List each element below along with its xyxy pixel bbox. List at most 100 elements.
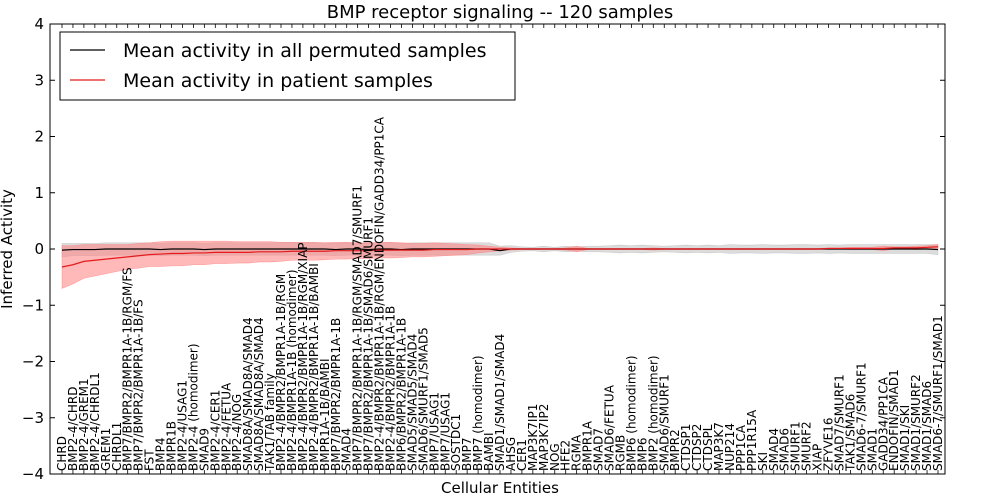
category-label: BMP2-4/BMPR2/BMPR1A-1B/RGM xyxy=(274,274,288,471)
category-label: SMAD6 xyxy=(778,428,792,471)
category-label: CTDSPL xyxy=(701,424,715,471)
category-label: BMP2-4/BMPR2/BMPR1A-1B/BAMBI xyxy=(307,263,321,471)
category-label: SMAD1/SMAD6 xyxy=(920,381,934,471)
category-label: GREM1 xyxy=(99,428,113,471)
category-label: SMAD4 xyxy=(340,428,354,471)
category-label: BMP7/BMPR2/BMPR1A-1B/RGM/FS xyxy=(121,267,135,471)
category-label: BMPR2 xyxy=(668,429,682,471)
category-label: BMP7/USAG1 xyxy=(427,392,441,471)
category-label: BMP2-4/USAG1 xyxy=(175,380,189,471)
y-tick-label: 3 xyxy=(34,71,44,89)
x-axis-ticks xyxy=(61,24,939,474)
category-label: BMP2-4/GREM1 xyxy=(77,378,91,471)
category-label: BMP2-4/CHRDL1 xyxy=(88,372,102,471)
category-label: CER1 xyxy=(515,439,529,471)
category-label: NUP214 xyxy=(723,423,737,471)
category-label: BMPR1A xyxy=(581,420,595,471)
legend-box xyxy=(59,31,516,101)
category-label: XIAP xyxy=(811,444,825,471)
category-label: BMP2-4/FETUA xyxy=(219,382,233,471)
category-label: PPP1R15A xyxy=(745,409,759,471)
y-tick-label: −4 xyxy=(22,465,44,483)
category-label: SMAD8A/SMAD8A/SMAD4 xyxy=(241,317,255,471)
y-tick-label: −1 xyxy=(22,296,44,314)
y-axis: 4 3 2 1 0 −1 −2 −3 −4 xyxy=(22,15,945,483)
category-label: BMP2 (homodimer) xyxy=(646,355,660,471)
legend-label-patient: Mean activity in patient samples xyxy=(123,70,433,92)
series-line-patient xyxy=(61,246,939,268)
category-label: SMAD1 xyxy=(865,428,879,471)
category-label: BMP7 (homodimer) xyxy=(471,355,485,471)
category-label: BMPR1A-1B/BAMBI xyxy=(318,358,332,471)
category-label: FST xyxy=(143,449,157,471)
category-label: RGMB xyxy=(613,435,627,471)
category-label: SMAD6-7/SMURF1 xyxy=(854,362,868,471)
y-tick-label: 2 xyxy=(34,128,44,146)
category-label: BMP7/BMPR2/BMPR1A-1B/SMAD6/SMURF1 xyxy=(362,217,376,471)
category-label: ENDOFIN/SMAD1 xyxy=(887,369,901,471)
category-label: SMAD1/SMAD1/SMAD4 xyxy=(493,334,507,471)
category-label: BMP2-4/BMPR1A-1B (homodimer) xyxy=(285,269,299,471)
category-label: BMP2-4/CER1 xyxy=(208,390,222,471)
category-label: NOG xyxy=(548,443,562,471)
category-label: BMP2-4/NOG xyxy=(230,394,244,471)
category-label: MAP3K7IP1 xyxy=(526,404,540,471)
category-label: AHSG xyxy=(504,437,518,471)
y-tick-label: −3 xyxy=(22,409,44,427)
category-label: SMAD9 xyxy=(197,428,211,471)
category-label: BMP7/BMPR2/BMPR1A-1B/FS xyxy=(132,299,146,471)
category-label: BMP7/USAG1 xyxy=(438,392,452,471)
category-label: SKI xyxy=(756,452,770,471)
category-label: SMURF1 xyxy=(789,421,803,471)
category-label: SMAD8A/SMAD8A/SMAD4 xyxy=(252,317,266,471)
legend-label-permuted: Mean activity in all permuted samples xyxy=(123,40,486,62)
category-label: MAP3K7 xyxy=(712,422,726,471)
category-label: CTDSP2 xyxy=(690,424,704,471)
y-tick-label: 1 xyxy=(34,184,44,202)
category-label: GADD34/PP1CA xyxy=(876,376,890,471)
category-label: BMP2-4/BMPR2/BMPR1A-1B xyxy=(384,306,398,471)
category-label: TAK1/SMAD6 xyxy=(843,394,857,472)
category-label: SMAD6-7/SMURF1/SMAD1 xyxy=(931,315,945,471)
x-axis-title: Cellular Entities xyxy=(441,479,559,497)
y-tick-label: 4 xyxy=(34,15,44,33)
category-label: HFE2 xyxy=(559,440,573,471)
y-tick-label: −2 xyxy=(22,353,44,371)
category-label: SMAD1/SKI xyxy=(898,405,912,471)
category-label: BAMBI xyxy=(482,432,496,471)
category-label: CTDSP1 xyxy=(679,424,693,471)
category-label: MAP3K7IP2 xyxy=(537,404,551,471)
category-label: BMP2-4/BMPR2/BMPR1A-1B/RGM/XIAP xyxy=(296,242,310,471)
category-label: SMAD6/SMURF1/SMAD5 xyxy=(416,327,430,471)
category-label: BMP6 (homodimer) xyxy=(624,355,638,471)
category-label: BMP2-4/BMPR2/BMPR1A-1B/RGM/ENDOFIN/GADD3… xyxy=(373,116,387,471)
category-label: BMP6 xyxy=(635,438,649,471)
category-label: BMP2-4 (homodimer) xyxy=(186,343,200,471)
category-label: CHRDL1 xyxy=(110,422,124,471)
category-labels: CHRDBMP2-4/CHRDBMP2-4/GREM1BMP2-4/CHRDL1… xyxy=(55,116,945,472)
y-tick-label: 0 xyxy=(34,240,44,258)
category-label: SMURF2 xyxy=(800,421,814,471)
category-label: BMP2-4/CHRD xyxy=(66,387,80,471)
category-label: CHRD xyxy=(55,436,69,471)
category-label: BMP4 xyxy=(154,438,168,471)
category-label: BMP6/BMPR2/BMPR1A-1B xyxy=(394,318,408,471)
category-label: SMAD1/SMURF2 xyxy=(909,374,923,471)
category-label: BMPR1B xyxy=(165,421,179,471)
category-label: SMAD4 xyxy=(767,428,781,471)
category-label: SMAD6/SMURF1 xyxy=(657,374,671,471)
category-label: SMAD7 xyxy=(592,428,606,471)
category-label: BMP7 xyxy=(460,438,474,471)
category-label: SMAD5/SMAD5/SMAD4 xyxy=(405,334,419,471)
category-label: PPP1CA xyxy=(734,424,748,471)
category-label: ZFYVE16 xyxy=(822,417,836,471)
category-label: BMP7/BMPR2/BMPR1A-1B/RGM/SMAD7/SMURF1 xyxy=(351,185,365,471)
category-label: SOSTDC1 xyxy=(449,414,463,471)
category-label: TAK1/TAB family xyxy=(263,373,277,472)
series-lines xyxy=(61,246,939,268)
legend: Mean activity in all permuted samples Me… xyxy=(59,31,516,101)
chart-title: BMP receptor signaling -- 120 samples xyxy=(327,2,674,23)
category-label: SMAD6/FETUA xyxy=(603,384,617,471)
category-label: SMAD7/SMURF1 xyxy=(832,374,846,471)
